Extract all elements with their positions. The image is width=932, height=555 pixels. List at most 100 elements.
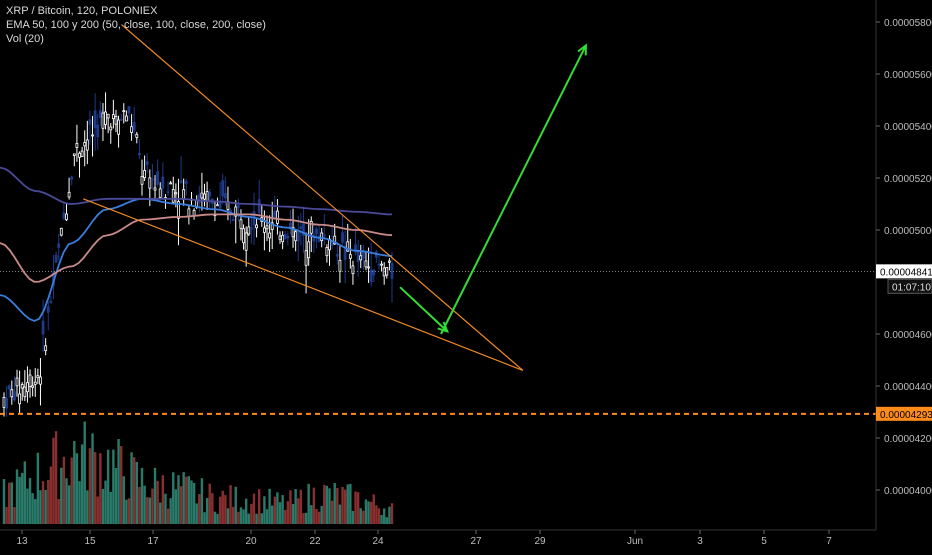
- candle-body: [158, 188, 162, 198]
- candle-body: [138, 152, 141, 156]
- candle-body: [156, 171, 160, 185]
- candle-body: [91, 134, 94, 137]
- volume-bar: [52, 437, 55, 524]
- candle-body: [270, 222, 274, 230]
- candle-body: [88, 119, 92, 125]
- candle-body: [15, 377, 19, 387]
- candle-body: [57, 243, 61, 248]
- candle-body: [7, 385, 11, 390]
- volume-bar: [315, 508, 318, 524]
- candle-body: [200, 192, 204, 199]
- candle-body: [41, 320, 45, 335]
- volume-bar: [333, 483, 336, 524]
- volume-bar: [271, 505, 274, 524]
- volume-bar: [224, 494, 227, 524]
- symbol-title[interactable]: XRP / Bitcoin, 120, POLONIEX: [6, 5, 158, 17]
- candle-body: [72, 153, 76, 156]
- volume-bar: [133, 457, 136, 524]
- candle-body: [242, 228, 245, 244]
- candle-body: [75, 143, 79, 148]
- volume-bar: [88, 448, 92, 524]
- short-down-arrow-shaft: [399, 286, 448, 333]
- volume-bar: [179, 486, 183, 524]
- volume-bar: [291, 503, 295, 524]
- volume-bar: [286, 501, 290, 524]
- time-tick-label: 7: [826, 536, 832, 547]
- volume-bar: [359, 508, 362, 524]
- volume-bar: [83, 421, 86, 524]
- chart-legend: XRP / Bitcoin, 120, POLONIEX EMA 50, 100…: [6, 4, 266, 46]
- drawings[interactable]: [0, 24, 876, 415]
- time-tick-label: 5: [761, 536, 767, 547]
- time-tick-label: 29: [534, 536, 546, 547]
- candle-body: [236, 204, 240, 209]
- volume-bar: [304, 512, 308, 524]
- candle-body: [70, 176, 74, 180]
- candle-body: [36, 375, 40, 379]
- volume-bar: [62, 456, 66, 524]
- volume-bar: [44, 489, 47, 524]
- time-tick-label: Jun: [627, 536, 643, 547]
- volume-bar: [231, 506, 235, 524]
- volume-bar: [390, 503, 394, 524]
- time-axis: 13 15 17 20 22 24 27 29 Jun 3 5 7: [0, 529, 876, 547]
- candle-body: [278, 235, 282, 240]
- candle-body: [98, 110, 102, 118]
- candle-body: [299, 226, 303, 229]
- volume-bar: [93, 452, 97, 524]
- candle-body: [106, 113, 110, 119]
- price-tick-label: 0.00005000: [884, 226, 932, 237]
- volume-bar: [377, 508, 381, 524]
- volume-bar: [192, 482, 196, 524]
- countdown-label: 01:07:10: [892, 282, 931, 293]
- candle-body: [28, 374, 32, 387]
- candle-body: [145, 161, 149, 166]
- candle-body: [166, 191, 170, 194]
- volume-bar: [21, 472, 24, 524]
- volume-bar: [106, 449, 110, 524]
- volume-bar: [382, 508, 386, 524]
- candle-body: [351, 265, 355, 275]
- volume-bar: [380, 514, 383, 524]
- current-price-label: 0.00004841: [880, 267, 932, 278]
- candle-body: [390, 263, 394, 279]
- candle-body: [197, 194, 201, 203]
- long-up-arrow-head: [577, 43, 587, 56]
- volume-bar: [75, 453, 79, 524]
- volume-bar: [346, 484, 349, 524]
- volume-indicator-label[interactable]: Vol (20): [6, 33, 44, 45]
- volume-bar: [268, 488, 271, 524]
- level-price-label: 0.00004293: [880, 410, 932, 421]
- candle-body: [265, 225, 269, 230]
- candle-body: [54, 254, 58, 263]
- volume-bar: [161, 475, 165, 524]
- price-tick-label: 0.00005600: [884, 70, 932, 81]
- volume-bar: [156, 480, 159, 524]
- volume-bar: [237, 511, 240, 524]
- volume-bar: [302, 513, 305, 524]
- volume-bar: [195, 503, 198, 524]
- volume-bar: [338, 504, 342, 524]
- volume-bar: [372, 494, 375, 524]
- candle-body: [382, 267, 386, 277]
- ema-indicator-label[interactable]: EMA 50, 100 y 200 (50, close, 100, close…: [6, 19, 266, 31]
- candle-body: [104, 111, 107, 125]
- candle-body: [10, 389, 14, 398]
- volume-bar: [354, 491, 357, 524]
- candle-body: [325, 246, 329, 257]
- candle-body: [169, 182, 173, 185]
- volume-bar: [260, 513, 263, 524]
- candle-body: [122, 110, 126, 113]
- candle-body: [333, 235, 337, 245]
- candle-body: [65, 213, 68, 221]
- volume-bar: [356, 492, 360, 524]
- volume-bar: [218, 496, 222, 524]
- volume-bar: [127, 498, 131, 524]
- price-tick-label: 0.00004600: [884, 330, 932, 341]
- candle-body: [343, 245, 347, 260]
- volume-bar: [255, 513, 258, 524]
- volume-bar: [135, 461, 139, 524]
- candle-body: [341, 232, 344, 243]
